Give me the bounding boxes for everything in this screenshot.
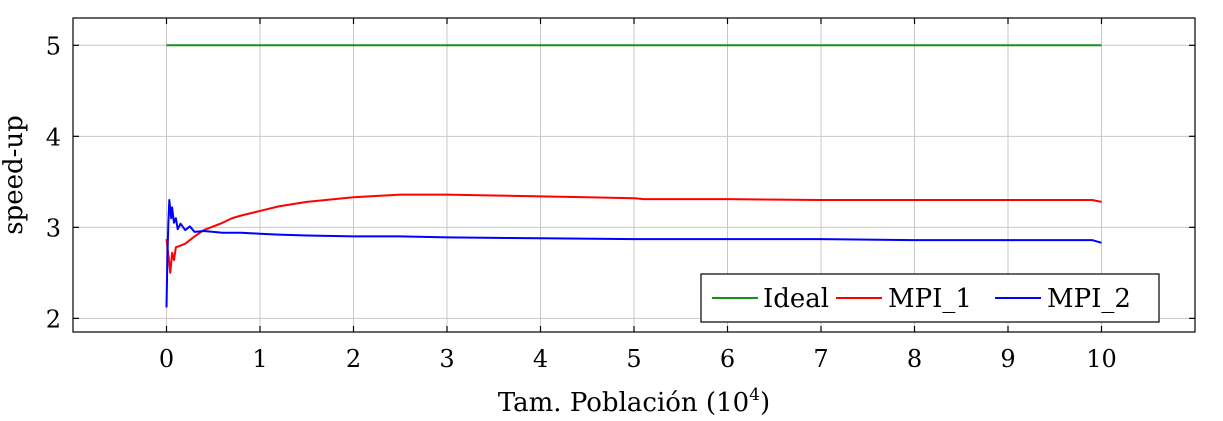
y-tick-label: 4 [46,123,61,151]
x-tick-label: 7 [813,345,828,373]
x-tick-label: 6 [720,345,735,373]
x-tick-label: 2 [346,345,361,373]
x-tick-label: 8 [907,345,922,373]
x-axis-label-main: Tam. Población (10 [498,388,749,418]
legend-label-mpi1: MPI_1 [888,284,972,314]
y-tick-label: 5 [46,32,61,60]
y-tick-label: 2 [46,305,61,333]
series-line-mpi-2 [165,199,1102,308]
y-tick-label: 3 [46,214,61,242]
x-axis-label: Tam. Población (104) [498,385,770,418]
x-tick-label: 3 [439,345,454,373]
legend: Ideal MPI_1 MPI_2 [700,273,1160,323]
series-line-mpi-1 [165,193,1102,274]
x-axis-label-exponent: 4 [749,385,760,405]
x-tick-label: 1 [252,345,267,373]
legend-box [700,273,1160,323]
y-axis-label: speed-up [0,115,29,235]
series-lines [165,44,1102,308]
x-axis-label-close: ) [760,388,770,418]
axis-ticks: 0 1 2 3 4 5 6 7 8 9 10 2 3 4 5 [46,18,1195,373]
x-tick-label: 0 [159,345,174,373]
legend-label-mpi2: MPI_2 [1047,284,1131,314]
x-tick-label: 9 [1000,345,1015,373]
x-tick-label: 5 [626,345,641,373]
legend-label-ideal: Ideal [763,284,829,314]
x-tick-label: 4 [533,345,548,373]
x-tick-label: 10 [1086,345,1117,373]
